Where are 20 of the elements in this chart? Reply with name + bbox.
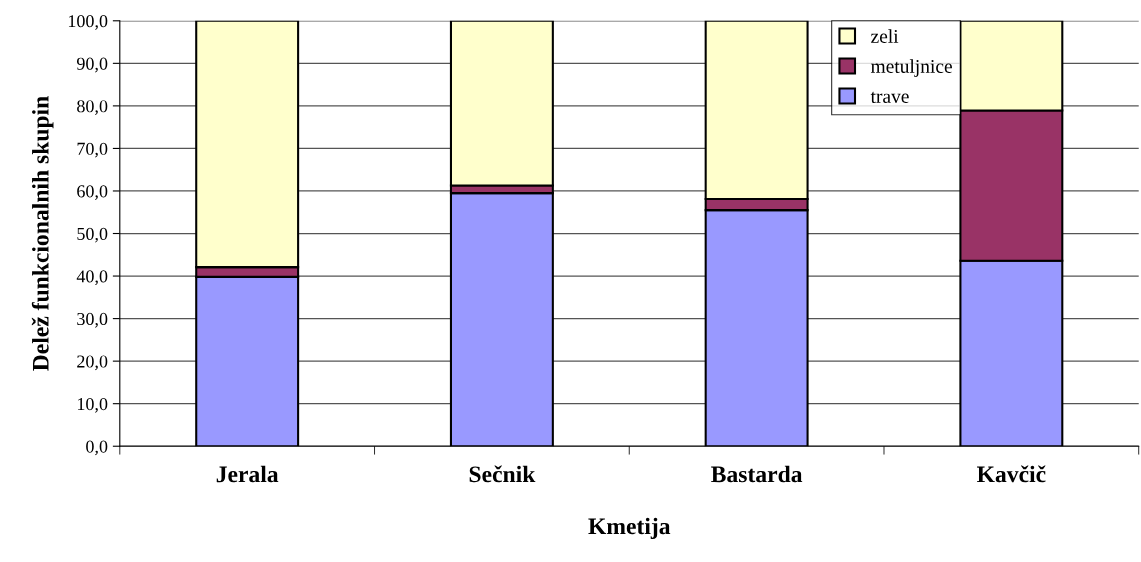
y-tick-label: 80,0 <box>77 100 108 115</box>
x-tick-label: Sečnik <box>469 465 536 483</box>
x-tick-label: Bastarda <box>711 465 803 483</box>
y-tick-label: 60,0 <box>77 185 108 201</box>
x-axis-title: Kmetija <box>588 517 671 540</box>
y-tick-label: 30,0 <box>77 312 108 328</box>
x-tick-label: Jerala <box>216 465 279 483</box>
legend-label: trave <box>870 91 909 103</box>
y-axis-title: Delež funkcionalnih skupin <box>31 96 54 371</box>
y-tick-label: 100,0 <box>68 15 108 30</box>
x-tick-label: Kavčič <box>977 465 1046 483</box>
legend-label: metuljnice <box>870 59 952 77</box>
legend-label: zeli <box>871 29 899 43</box>
y-tick-label: 70,0 <box>77 142 108 158</box>
y-tick-label: 0,0 <box>86 440 108 456</box>
y-tick-label: 20,0 <box>77 355 108 371</box>
y-tick-label: 50,0 <box>77 227 108 243</box>
y-tick-label: 40,0 <box>76 270 108 286</box>
y-tick-label: 10,0 <box>77 397 108 413</box>
y-tick-label: 90,0 <box>76 57 108 73</box>
